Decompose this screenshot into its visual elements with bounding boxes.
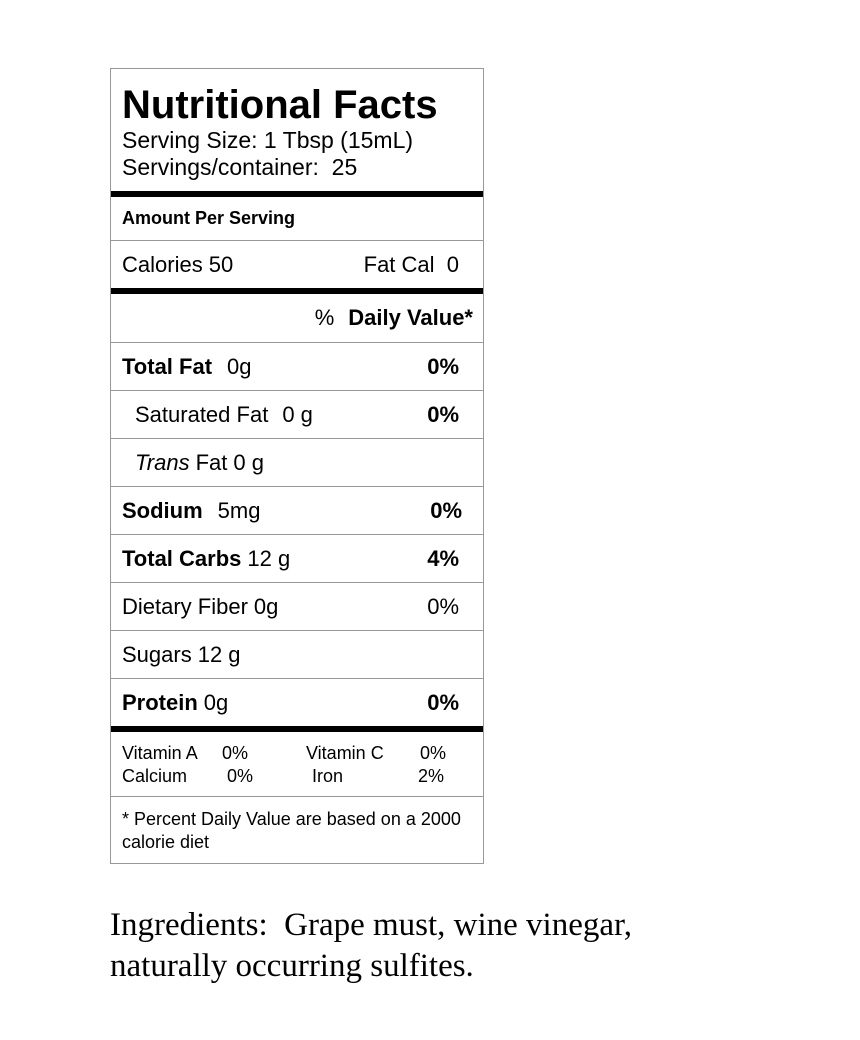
dv: 4% <box>427 545 459 571</box>
dv-label: Daily Value* <box>348 305 473 330</box>
dv: 0% <box>420 743 447 763</box>
nutrient-row: Trans Fat 0 g <box>111 438 483 486</box>
nutrient-row: Saturated Fat 0 g 0% <box>111 390 483 438</box>
name: Vitamin A <box>122 743 198 763</box>
nutrient-row: Total Carbs 12 g 4% <box>111 534 483 582</box>
name: Saturated Fat <box>135 401 269 427</box>
name: Total Carbs <box>122 545 242 571</box>
name: Calcium <box>122 766 188 786</box>
name: Dietary Fiber <box>122 593 248 619</box>
amount: 0g <box>203 689 229 715</box>
vitamin-row: Vitamin A 0% Vitamin C 0% <box>122 742 472 765</box>
amount: 5mg <box>217 497 261 523</box>
text: Amount Per Serving <box>122 208 296 228</box>
daily-value-header: % Daily Value* <box>111 288 483 342</box>
name: Fat <box>195 449 228 475</box>
name: Iron <box>312 766 344 786</box>
name: Sugars <box>122 641 192 667</box>
nutrient-row: Total Fat 0g 0% <box>111 342 483 390</box>
dv: 0% <box>427 689 459 715</box>
amount: 0g <box>227 353 252 379</box>
amount: 12 g <box>247 545 291 571</box>
nutrition-label: Nutritional Facts Serving Size: 1 Tbsp (… <box>110 68 484 864</box>
nutrient-row: Sugars 12 g <box>111 630 483 678</box>
serving-size: Serving Size: 1 Tbsp (15mL) <box>122 127 414 153</box>
name: Vitamin C <box>306 743 384 763</box>
dv: 0% <box>427 401 459 427</box>
percent: % <box>314 305 335 330</box>
calories-row: Calories 50 Fat Cal 0 <box>111 240 483 288</box>
amount-per-serving: Amount Per Serving <box>111 191 483 240</box>
name: Total Fat <box>122 353 213 379</box>
servings: Servings/container: 25 <box>122 154 358 180</box>
amount: 12 g <box>197 641 241 667</box>
name: Protein <box>122 689 198 715</box>
dv: 0% <box>222 743 249 763</box>
dv: 2% <box>418 766 445 786</box>
nutrient-row: Dietary Fiber 0g 0% <box>111 582 483 630</box>
amount: 0 g <box>233 449 264 475</box>
dv: 0% <box>427 593 459 619</box>
dv: 0% <box>427 353 459 379</box>
label-header: Nutritional Facts Serving Size: 1 Tbsp (… <box>111 69 483 191</box>
footnote: * Percent Daily Value are based on a 200… <box>111 796 483 863</box>
calories: Calories 50 <box>122 251 234 277</box>
vitamins: Vitamin A 0% Vitamin C 0% Calcium 0% Iron 2% <box>111 726 483 796</box>
title: Nutritional Facts <box>122 83 438 127</box>
fat-calories: Fat Cal 0 <box>363 251 459 277</box>
dv: 0% <box>227 766 254 786</box>
name: Sodium <box>122 497 203 523</box>
amount: 0 g <box>282 401 313 427</box>
amount: 0g <box>253 593 279 619</box>
nutrient-row: Protein 0g 0% <box>111 678 483 726</box>
name-italic: Trans <box>135 449 190 475</box>
nutrient-row: Sodium 5mg 0% <box>111 486 483 534</box>
ingredients: Ingredients: Grape must, wine vinegar, n… <box>110 907 641 984</box>
vitamin-row: Calcium 0% Iron 2% <box>122 765 472 788</box>
dv: 0% <box>430 497 462 523</box>
